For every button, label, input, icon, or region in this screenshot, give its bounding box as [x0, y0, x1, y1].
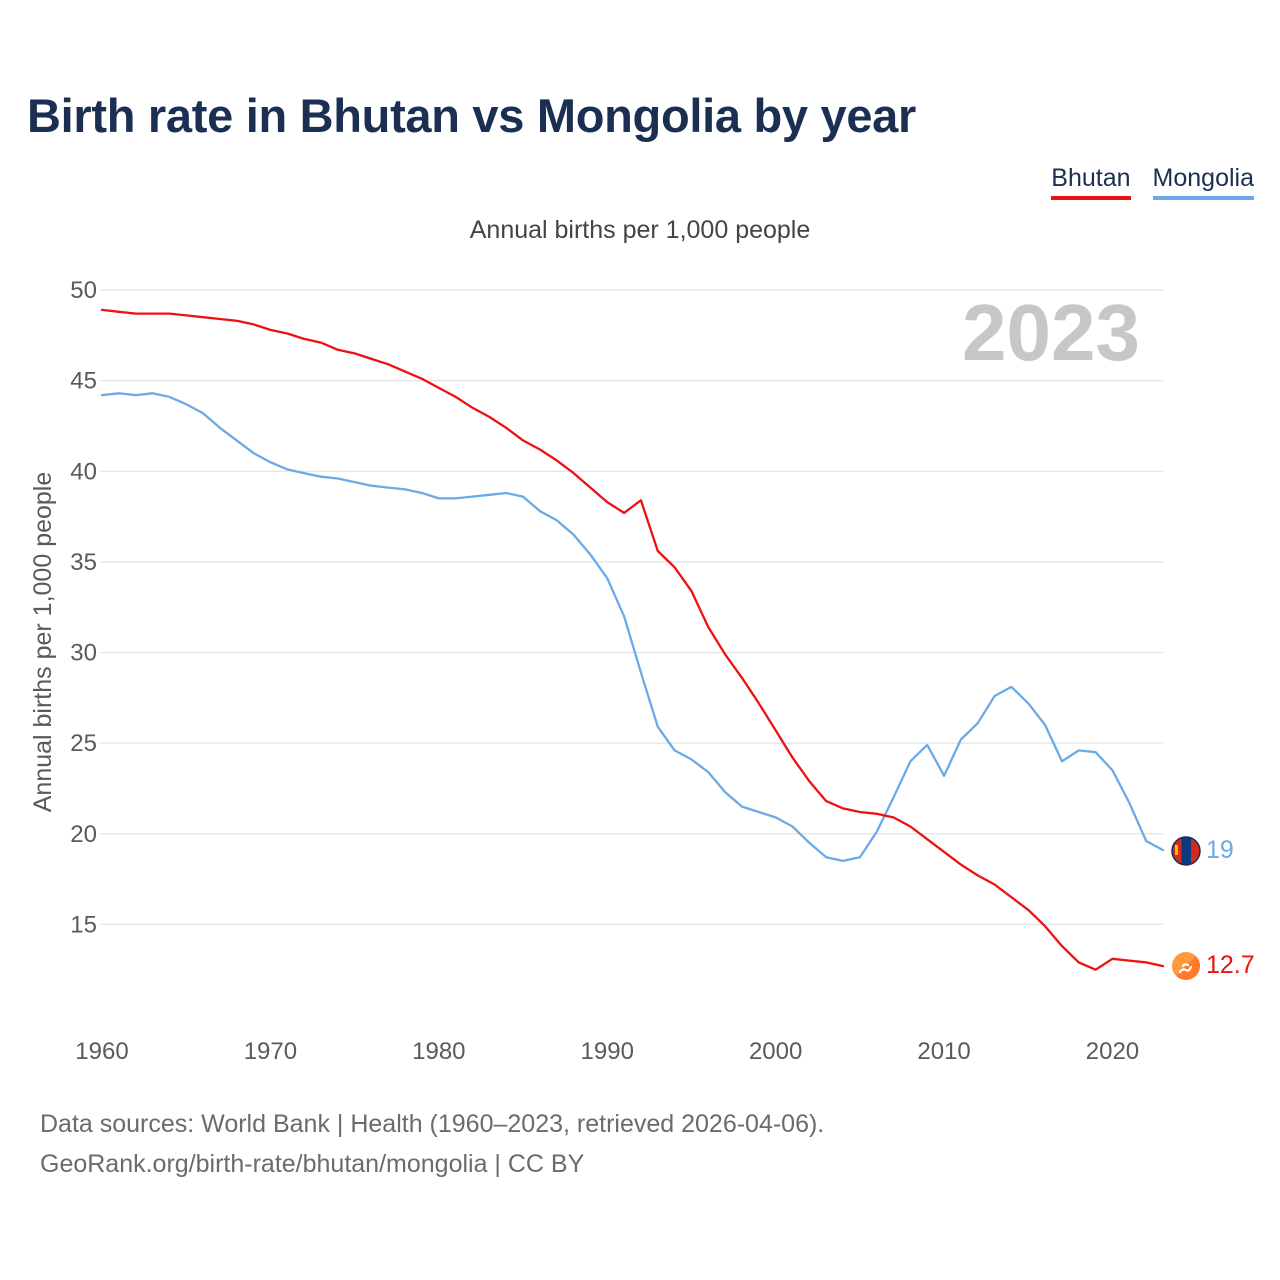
chart-area: 2023 15 20 25 30 35 40 45 50 1960 1970 1980 1990 200…: [29, 277, 1255, 1065]
x-tick-label: 1980: [412, 1038, 465, 1065]
chart-subtitle: Annual births per 1,000 people: [469, 216, 811, 244]
legend-item-bhutan[interactable]: Bhutan: [1051, 164, 1131, 200]
y-tick-label: 40: [70, 458, 97, 485]
x-tick-label: 2010: [917, 1038, 970, 1065]
y-tick-label: 45: [70, 368, 97, 395]
y-tick-label: 25: [70, 730, 97, 757]
source-link[interactable]: GeoRank.org/birth-rate/bhutan/mongolia |…: [40, 1150, 585, 1178]
series-line-bhutan: [100, 308, 1165, 971]
data-source-note: Data sources: World Bank | Health (1960–…: [40, 1110, 825, 1138]
year-label: 2023: [962, 288, 1140, 377]
footer: Data sources: World Bank | Health (1960–…: [40, 1104, 824, 1184]
end-label-mongolia: 19: [1206, 836, 1234, 864]
mongolia-flag-icon: [1171, 836, 1201, 866]
legend-item-mongolia[interactable]: Mongolia: [1152, 164, 1254, 200]
y-axis-label: Annual births per 1,000 people: [29, 472, 57, 813]
y-tick-label: 20: [70, 821, 97, 848]
page-title: Birth rate in Bhutan vs Mongolia by year: [27, 89, 916, 142]
series-line-mongolia: [100, 392, 1165, 863]
x-tick-label: 1990: [581, 1038, 634, 1065]
y-tick-label: 50: [70, 277, 97, 304]
y-tick-label: 30: [70, 640, 97, 667]
x-tick-label: 1960: [75, 1038, 128, 1065]
bhutan-flag-icon: [1172, 952, 1200, 980]
x-tick-label: 2020: [1086, 1038, 1139, 1065]
x-tick-label: 2000: [749, 1038, 802, 1065]
y-tick-label: 35: [70, 549, 97, 576]
end-label-bhutan: 12.7: [1206, 951, 1255, 979]
legend: Bhutan Mongolia: [1051, 164, 1254, 200]
y-tick-label: 15: [70, 911, 97, 938]
x-tick-label: 1970: [244, 1038, 297, 1065]
